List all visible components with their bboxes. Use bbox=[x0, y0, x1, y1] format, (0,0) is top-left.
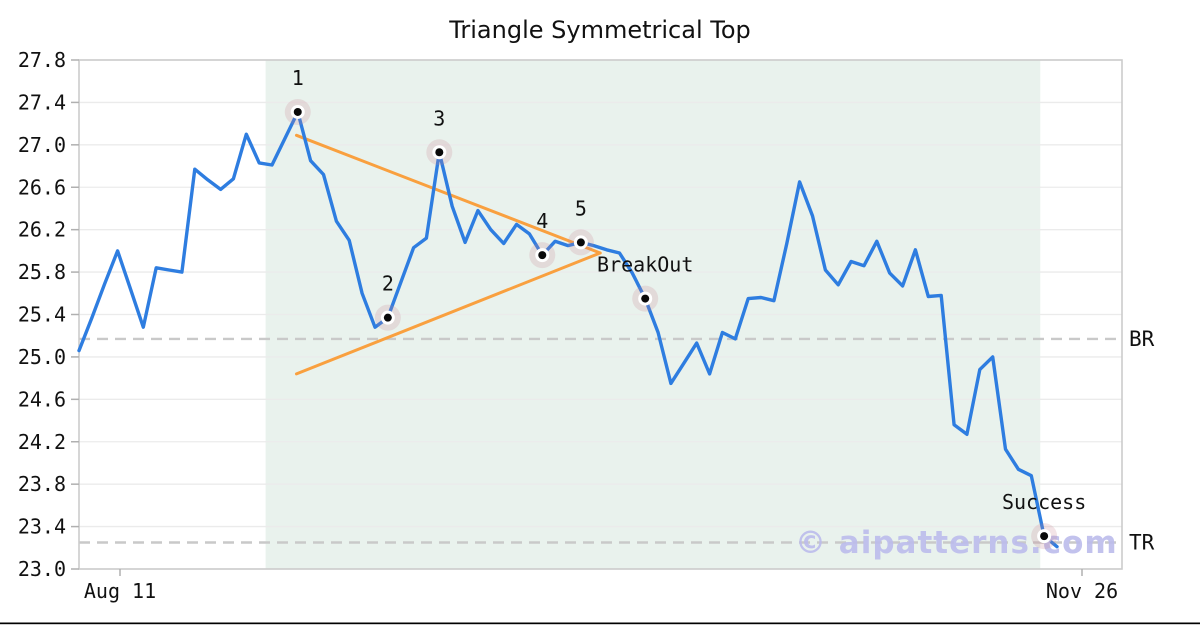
y-tick-label: 25.8 bbox=[18, 260, 66, 284]
price-line-layer bbox=[77, 110, 1059, 549]
marker-dot bbox=[538, 251, 547, 260]
y-tick-label: 27.0 bbox=[18, 133, 66, 157]
marker-label-breakout: BreakOut bbox=[597, 253, 693, 277]
y-tick-label: 23.4 bbox=[18, 515, 66, 539]
marker-dot bbox=[641, 294, 650, 303]
y-tick-label: 26.2 bbox=[18, 218, 66, 242]
marker-dot bbox=[383, 313, 392, 322]
y-tick-label: 24.6 bbox=[18, 387, 66, 411]
y-tick-label: 27.4 bbox=[18, 90, 66, 114]
y-tick-label: 25.0 bbox=[18, 345, 66, 369]
marker-label-success: Success bbox=[1002, 490, 1086, 514]
y-tick-label: 23.8 bbox=[18, 472, 66, 496]
y-tick-label: 23.0 bbox=[18, 557, 66, 581]
axis-layer: 27.8 27.4 27.0 26.6 26.2 25.8 25.4 25.0 24.6 24.2… bbox=[18, 48, 1155, 603]
marker-dot bbox=[435, 148, 444, 157]
price-line bbox=[77, 110, 1059, 549]
marker-dot bbox=[1040, 532, 1049, 541]
marker-dot bbox=[576, 238, 585, 247]
y-tick-label: 26.6 bbox=[18, 175, 66, 199]
level-label-tr: TR bbox=[1129, 530, 1155, 554]
level-label-br: BR bbox=[1129, 327, 1155, 351]
x-tick-label: Nov 26 bbox=[1046, 579, 1118, 603]
bottom-rule bbox=[0, 622, 1200, 625]
marker-dot bbox=[293, 107, 302, 116]
y-tick-label: 25.4 bbox=[18, 303, 66, 327]
y-tick-label: 24.2 bbox=[18, 430, 66, 454]
level-lines-layer bbox=[79, 337, 1122, 544]
watermark: © aipatterns.com bbox=[795, 525, 1118, 561]
y-tick-label: 27.8 bbox=[18, 48, 66, 72]
marker-label-1: 1 bbox=[292, 66, 304, 90]
marker-layer: 1 2 3 4 5 BreakOut Success bbox=[284, 66, 1086, 550]
x-tick-label: Aug 11 bbox=[84, 579, 156, 603]
trendline-lower bbox=[294, 251, 602, 376]
marker-label-3: 3 bbox=[433, 106, 445, 130]
page-title: Triangle Symmetrical Top bbox=[448, 16, 751, 44]
marker-label-2: 2 bbox=[382, 272, 394, 296]
marker-label-5: 5 bbox=[575, 196, 587, 220]
marker-label-4: 4 bbox=[536, 209, 548, 233]
